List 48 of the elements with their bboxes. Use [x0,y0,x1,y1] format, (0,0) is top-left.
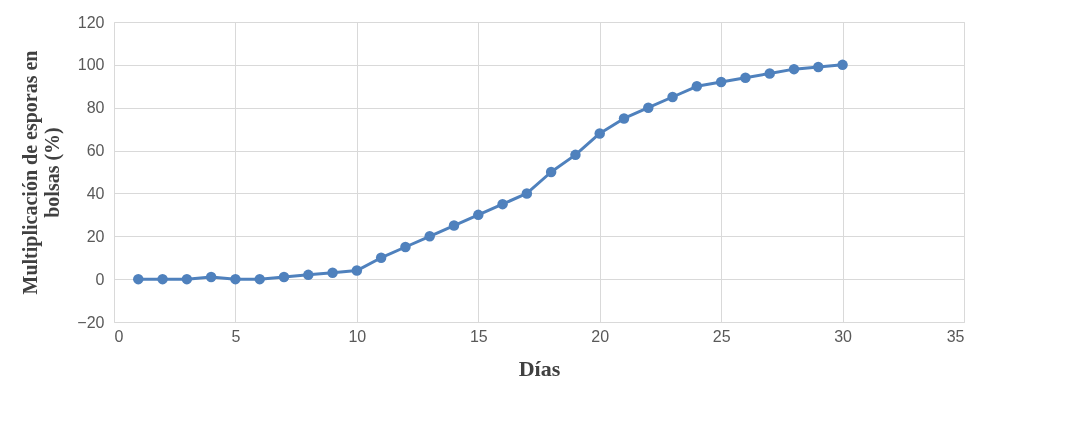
point [254,273,265,285]
point [788,63,800,75]
y-tick-label: 100 [77,56,105,74]
y-tick-label: 80 [86,99,105,117]
point [327,267,338,278]
point [813,61,824,73]
point [205,271,217,283]
point [400,241,411,253]
point [133,273,144,285]
x-tick-label: 35 [946,327,965,345]
point [497,198,508,210]
point [351,265,363,276]
point [545,166,557,178]
x-tick-label: 10 [348,327,367,345]
point [691,81,703,92]
y-axis-title: Multiplicación de esporas en bolsas (%) [19,50,65,295]
point [740,72,751,83]
y-tick-label: 60 [86,142,105,160]
point [618,113,630,124]
y-tick-label: 40 [86,184,105,202]
point [837,59,848,71]
point [303,269,314,281]
point [181,273,193,285]
x-tick-label: 25 [712,327,731,345]
point [594,128,605,139]
x-tick-label: 20 [591,327,610,345]
y-tick-label: 120 [77,13,105,31]
x-axis-title: Días [518,355,561,381]
point [764,68,775,79]
point [448,220,460,231]
point [230,273,241,285]
y-tick-label: 0 [95,270,105,288]
point [521,188,533,199]
point [570,149,581,161]
x-tick-label: 30 [834,327,853,345]
x-tick-label: 0 [114,327,124,345]
x-tick-label: 15 [469,327,488,345]
point [157,273,168,285]
point [375,252,387,263]
point [278,271,290,283]
y-tick-label: 20 [86,227,105,245]
point [643,102,654,113]
point [715,76,727,88]
point [424,231,435,242]
x-tick-label: 5 [231,327,241,345]
y-tick-label: −20 [77,313,105,331]
point [667,91,678,103]
point [473,209,484,221]
